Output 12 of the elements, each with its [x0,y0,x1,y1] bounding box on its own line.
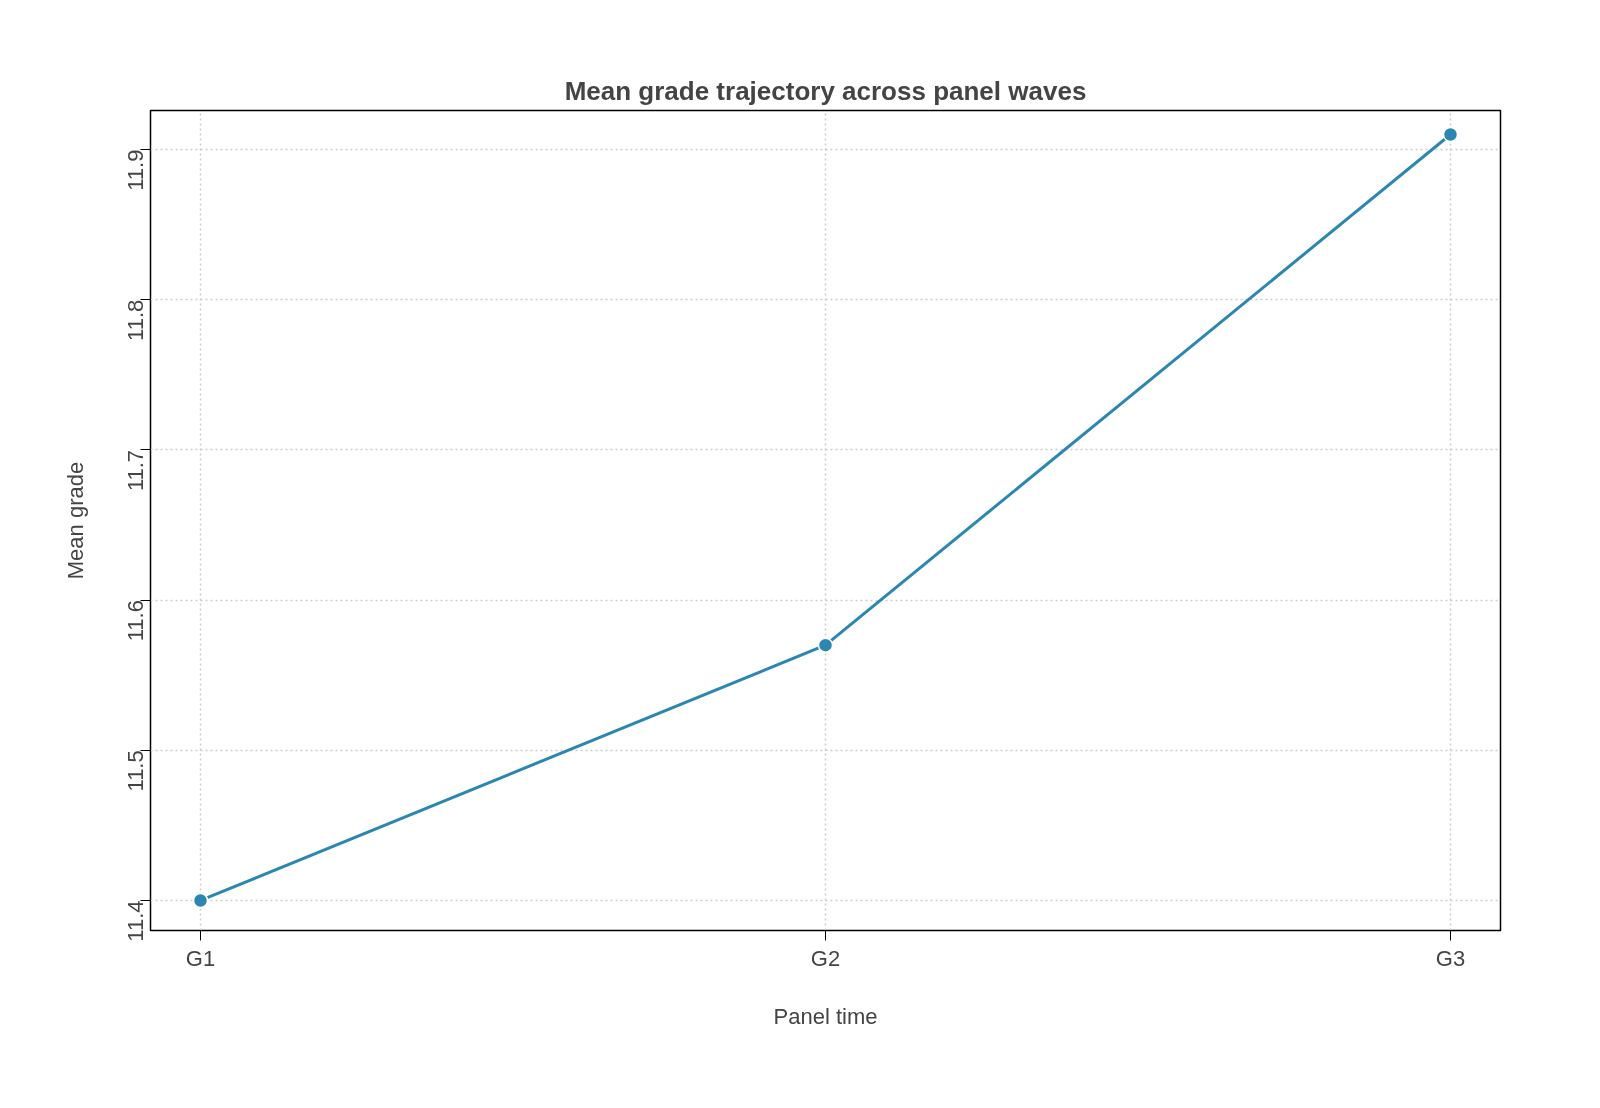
y-tick-label: 11.9 [123,149,148,191]
x-axis-title: Panel time [773,1003,878,1029]
y-tick-label: 11.7 [123,449,148,492]
x-tick-label: G1 [185,945,216,971]
y-tick-label: 11.8 [123,299,148,341]
x-tick-label: G2 [810,945,841,971]
x-tick-label: G3 [1435,945,1466,971]
y-axis-title: Mean grade [62,461,88,580]
y-tick-label: 11.5 [123,750,148,792]
y-tick-label: 11.4 [123,900,148,942]
y-tick-label: 11.6 [123,600,148,642]
chart-title: Mean grade trajectory across panel waves [564,75,1087,106]
